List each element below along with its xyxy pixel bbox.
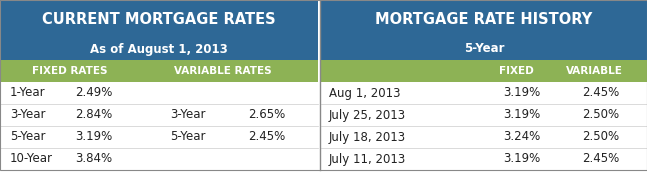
Text: 3.84%: 3.84% [75,153,112,166]
Text: 3.19%: 3.19% [503,86,541,99]
Text: 3.19%: 3.19% [503,153,541,166]
Text: Aug 1, 2013: Aug 1, 2013 [329,86,400,99]
Text: VARIABLE: VARIABLE [566,66,623,76]
Bar [0,60,318,82]
Text: 3.24%: 3.24% [503,130,541,143]
Text: 2.45%: 2.45% [582,153,619,166]
Text: 3.19%: 3.19% [503,108,541,121]
Text: July 18, 2013: July 18, 2013 [329,130,406,143]
Text: 10-Year: 10-Year [10,153,53,166]
Text: As of August 1, 2013: As of August 1, 2013 [90,43,228,56]
Text: July 25, 2013: July 25, 2013 [329,108,406,121]
Text: 2.45%: 2.45% [248,130,285,143]
Text: 3-Year: 3-Year [10,108,45,121]
Text: MORTGAGE RATE HISTORY: MORTGAGE RATE HISTORY [375,11,593,26]
Bar [321,60,647,82]
Bar [321,82,647,170]
Text: 2.84%: 2.84% [75,108,112,121]
Bar [0,82,318,170]
Text: 3-Year: 3-Year [170,108,206,121]
Text: 2.45%: 2.45% [582,86,619,99]
Text: July 11, 2013: July 11, 2013 [329,153,406,166]
Text: 3.19%: 3.19% [75,130,112,143]
Text: CURRENT MORTGAGE RATES: CURRENT MORTGAGE RATES [42,11,276,26]
Text: 2.50%: 2.50% [582,108,619,121]
Text: 5-Year: 5-Year [10,130,45,143]
Text: FIXED: FIXED [499,66,534,76]
Bar [0,0,318,60]
Text: 2.65%: 2.65% [248,108,285,121]
Text: 2.49%: 2.49% [75,86,113,99]
Text: VARIABLE RATES: VARIABLE RATES [174,66,271,76]
Text: FIXED RATES: FIXED RATES [32,66,107,76]
Text: 5-Year: 5-Year [170,130,206,143]
Text: 5-Year: 5-Year [464,43,504,56]
Text: 2.50%: 2.50% [582,130,619,143]
Bar [321,0,647,60]
Text: 1-Year: 1-Year [10,86,46,99]
